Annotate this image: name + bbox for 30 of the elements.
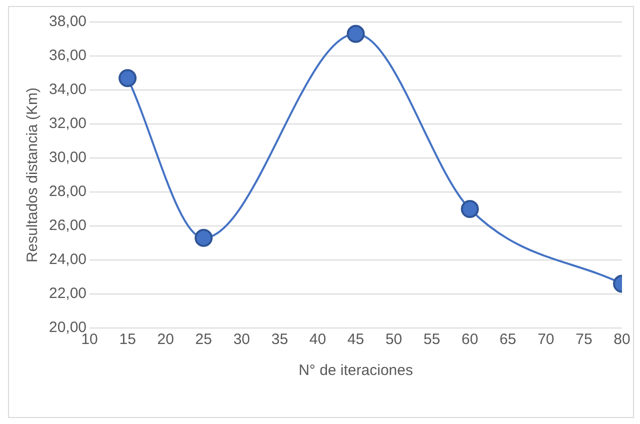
- point: [346, 24, 365, 43]
- y-tick-label: 34,00: [48, 81, 87, 98]
- y-tick-label: 28,00: [48, 183, 87, 200]
- y-tick-label: 38,00: [48, 13, 87, 30]
- x-tick-label: 50: [385, 331, 402, 348]
- x-tick-label: 30: [233, 331, 250, 348]
- point: [460, 200, 479, 218]
- x-tick-label: 25: [195, 331, 212, 348]
- y-tick-label: 36,00: [48, 47, 87, 64]
- y-tick-label: 30,00: [48, 149, 87, 166]
- x-tick-label: 75: [576, 331, 592, 348]
- x-tick-label: 35: [271, 331, 288, 348]
- y-tick-label: 22,00: [48, 285, 87, 302]
- x-tick-label: 20: [157, 331, 174, 348]
- x-tick-label: 65: [500, 331, 516, 348]
- x-tick-label: 10: [81, 331, 98, 348]
- x-tick-label: 55: [423, 331, 440, 348]
- y-tick-label: 32,00: [48, 115, 87, 132]
- x-tick-label: 45: [347, 331, 364, 348]
- x-axis-title: N° de iteraciones: [298, 362, 413, 380]
- y-tick-label: 24,00: [48, 251, 87, 268]
- y-tick-label: 26,00: [48, 217, 87, 234]
- y-axis-title: Resultados distancia (Km): [24, 87, 42, 263]
- x-tick-label: 15: [119, 331, 136, 348]
- point: [194, 228, 213, 247]
- x-tick-label: 40: [309, 331, 326, 348]
- point: [118, 69, 137, 88]
- x-tick-label: 60: [462, 331, 478, 348]
- x-tick-label: 70: [538, 331, 554, 348]
- x-tick-label: 80: [614, 331, 630, 348]
